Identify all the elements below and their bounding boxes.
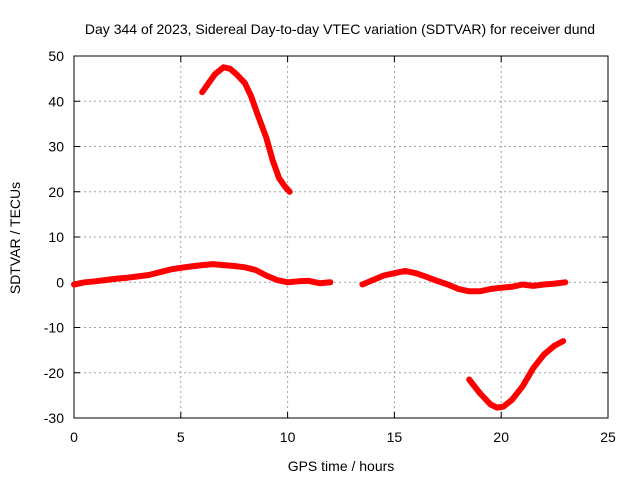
series-line-near-zero-track-1 <box>71 261 334 288</box>
series-line-positive-arc <box>199 64 293 195</box>
x-axis-tick-labels: 0 5 10 15 20 25 <box>70 429 616 445</box>
x-tick-label: 25 <box>600 429 616 445</box>
axis-ticks <box>73 55 609 419</box>
y-tick-label: 50 <box>48 48 64 64</box>
x-tick-label: 5 <box>177 429 185 445</box>
y-tick-label: 0 <box>56 274 64 290</box>
grid-lines <box>74 56 608 418</box>
chart-title: Day 344 of 2023, Sidereal Day-to-day VTE… <box>85 21 595 37</box>
y-axis-tick-labels: -30 -20 -10 0 10 20 30 40 50 <box>44 48 64 426</box>
series-line-negative-arc <box>466 338 567 411</box>
x-tick-label: 10 <box>280 429 296 445</box>
x-tick-label: 20 <box>493 429 509 445</box>
series-line-near-zero-track-2 <box>359 267 569 295</box>
y-tick-label: 30 <box>48 139 64 155</box>
y-tick-label: 10 <box>48 229 64 245</box>
y-axis-label: SDTVAR / TECUs <box>7 182 23 294</box>
y-tick-label: -10 <box>44 320 64 336</box>
x-axis-label: GPS time / hours <box>288 458 395 474</box>
y-tick-label: -30 <box>44 410 64 426</box>
x-tick-label: 0 <box>70 429 78 445</box>
x-tick-label: 15 <box>387 429 403 445</box>
y-tick-label: 40 <box>48 93 64 109</box>
data-series <box>71 64 569 411</box>
y-tick-label: 20 <box>48 184 64 200</box>
y-tick-label: -20 <box>44 365 64 381</box>
